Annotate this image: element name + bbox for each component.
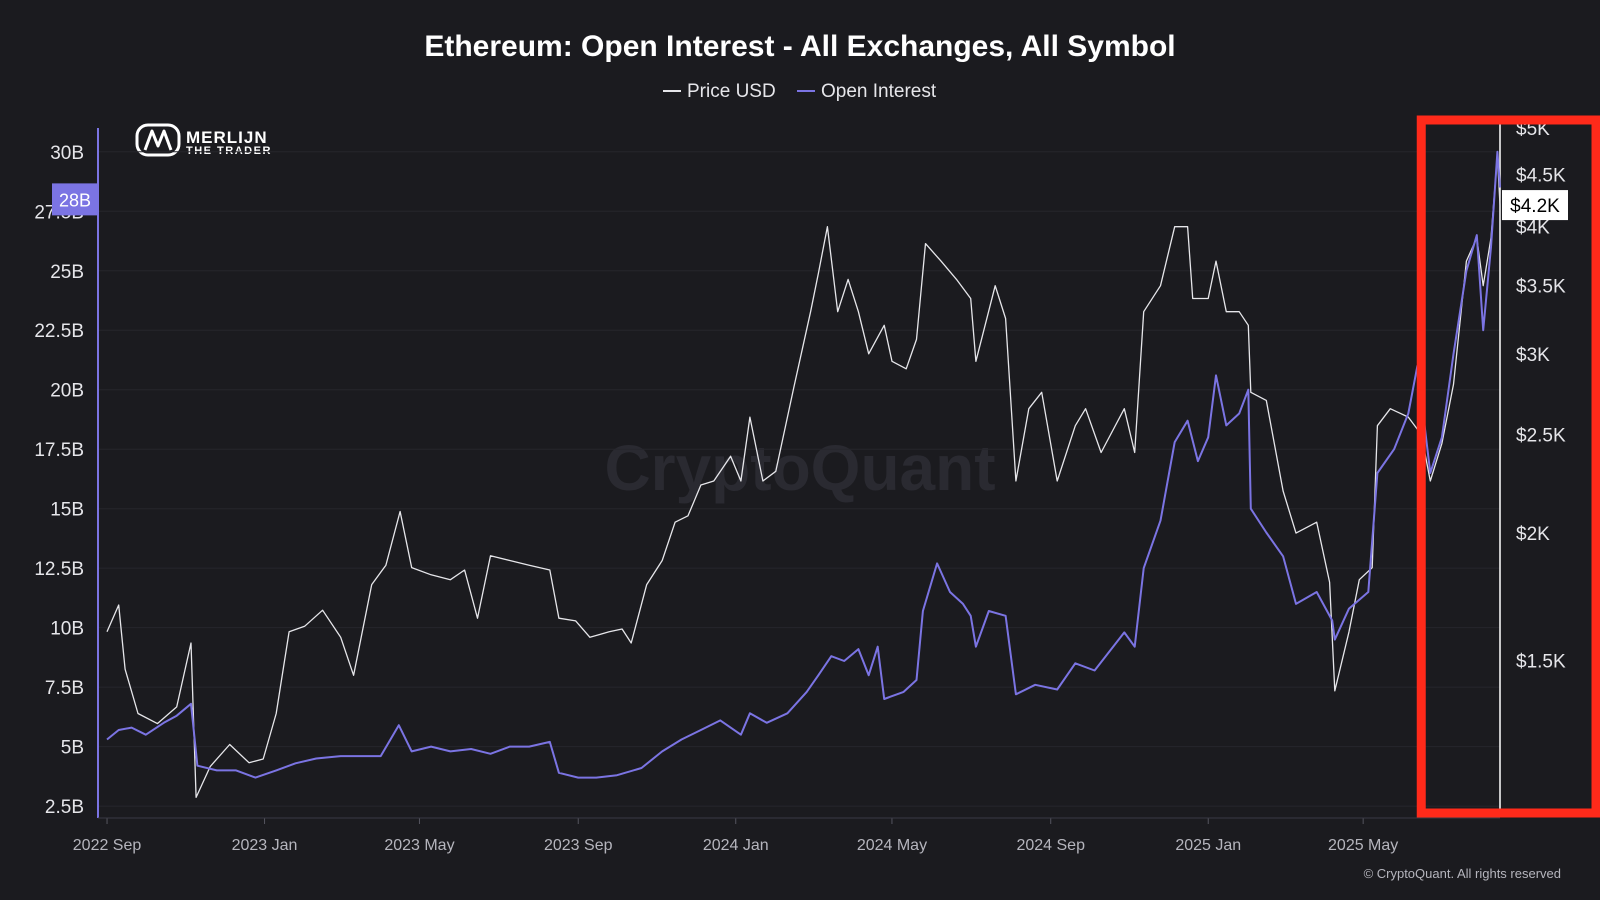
right-current-badge: $4.2K <box>1502 190 1568 221</box>
right-badge-background <box>1502 190 1568 221</box>
left-axis-tick-label: 10B <box>50 619 84 640</box>
left-axis-tick-label: 12.5B <box>34 559 84 580</box>
left-axis-tick-label: 25B <box>50 262 84 283</box>
right-axis-tick-label: $2.5K <box>1516 425 1566 446</box>
left-badge-background <box>52 183 98 216</box>
left-axis-tick-label: 20B <box>50 381 84 402</box>
left-axis-tick-label: 17.5B <box>34 440 84 461</box>
right-axis-tick-label: $1.5K <box>1516 651 1566 672</box>
left-axis-ticks: 2.5B5B7.5B10B12.5B15B17.5B20B22.5B25B27.… <box>34 143 84 818</box>
right-axis-tick-label: $4.5K <box>1516 166 1566 187</box>
x-axis-tick-label: 2022 Sep <box>73 837 142 854</box>
x-axis-tick-label: 2023 Jan <box>232 837 298 854</box>
x-axis-tick-label: 2023 May <box>384 837 454 854</box>
x-axis-tick-label: 2025 May <box>1328 837 1398 854</box>
left-axis-tick-label: 2.5B <box>45 797 84 818</box>
left-axis-tick-label: 5B <box>61 738 84 759</box>
left-axis-tick-label: 30B <box>50 143 84 164</box>
legend-label-price: Price USD <box>687 81 776 102</box>
series-line-open-interest <box>106 150 1501 779</box>
series-line-price-usd <box>106 154 1501 799</box>
highlight-box <box>1416 115 1600 818</box>
watermark-text: CryptoQuant <box>604 432 995 504</box>
left-axis-tick-label: 22.5B <box>34 321 84 342</box>
left-axis-tick-label: 7.5B <box>45 678 84 699</box>
chart-title: Ethereum: Open Interest - All Exchanges,… <box>424 30 1175 63</box>
brand-subtitle: THE TRADER <box>186 145 272 157</box>
x-axis-ticks: 2022 Sep 2023 Jan 2023 May 2023 Sep 2024 Jan… <box>73 818 1398 854</box>
grid-lines <box>98 151 1500 807</box>
right-axis-tick-label: $4K <box>1516 218 1550 239</box>
left-axis-tick-label: 15B <box>50 500 84 521</box>
legend-label-open-interest: Open Interest <box>821 81 937 102</box>
brand-name: MERLIJN <box>186 128 268 147</box>
x-axis-tick-label: 2023 Sep <box>544 837 613 854</box>
copyright-footer: © CryptoQuant. All rights reserved <box>1364 866 1561 881</box>
left-badge-value: 28B <box>59 190 91 210</box>
right-axis-tick-label: $3.5K <box>1516 277 1566 298</box>
x-axis-tick-label: 2024 Jan <box>703 837 769 854</box>
right-axis-tick-label: $2K <box>1516 524 1550 545</box>
merlijn-logo-icon <box>135 123 181 157</box>
x-axis-tick-label: 2025 Jan <box>1175 837 1241 854</box>
legend: Price USD Open Interest <box>663 81 937 102</box>
x-axis-tick-label: 2024 May <box>857 837 927 854</box>
brand-logo: MERLIJN THE TRADER <box>135 123 272 157</box>
left-current-badge: 28B <box>52 183 98 216</box>
right-badge-value: $4.2K <box>1510 196 1560 217</box>
right-axis-tick-label: $3K <box>1516 345 1550 366</box>
x-axis-tick-label: 2024 Sep <box>1016 837 1085 854</box>
right-axis-ticks: $1.5K$2K$2.5K$3K$3.5K$4K$4.5K$5K <box>1516 119 1566 672</box>
